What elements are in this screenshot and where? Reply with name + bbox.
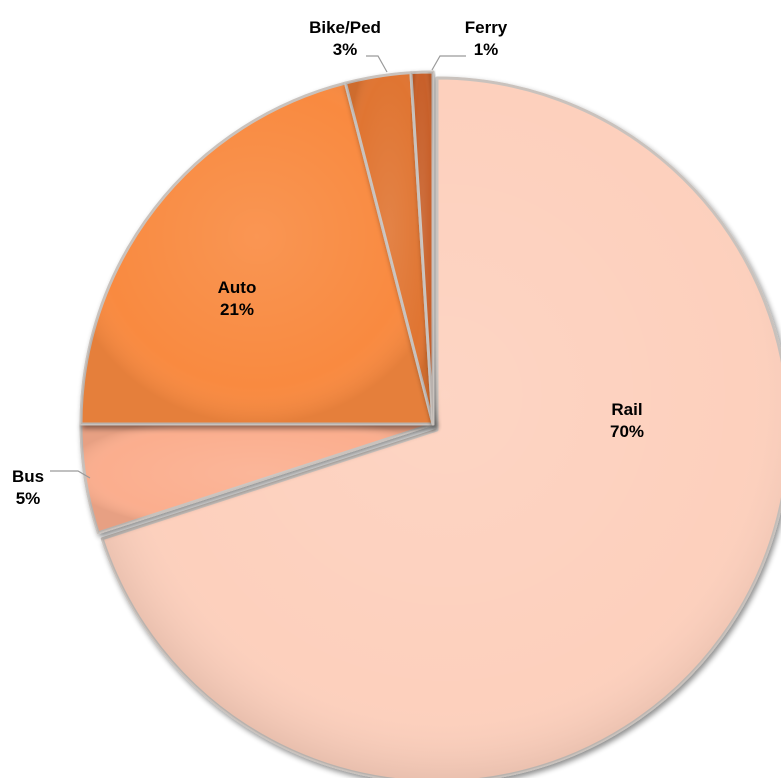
leader-lines (50, 55, 466, 479)
data-label-percent: 70% (610, 422, 644, 441)
data-label-percent: 5% (16, 489, 41, 508)
leader-line-ferry (431, 55, 466, 71)
data-labels: Rail 70% Bus 5% Auto 21% Bike/Ped 3% Ferry 1% (12, 18, 644, 508)
data-label-category: Ferry (465, 18, 508, 37)
data-label-bus: Bus 5% (12, 467, 44, 508)
data-label-ferry: Ferry 1% (465, 18, 508, 59)
data-label-percent: 3% (333, 40, 358, 59)
data-label-category: Auto (218, 278, 257, 297)
data-label-category: Bike/Ped (309, 18, 381, 37)
data-label-auto: Auto 21% (218, 278, 257, 319)
data-label-category: Rail (611, 400, 642, 419)
data-label-category: Bus (12, 467, 44, 486)
data-label-rail: Rail 70% (610, 400, 644, 441)
data-label-percent: 21% (220, 300, 254, 319)
data-label-percent: 1% (474, 40, 499, 59)
leader-line-bus (50, 470, 91, 479)
leader-line-bike-ped (366, 55, 388, 73)
slices-layer (79, 70, 781, 783)
data-label-bike-ped: Bike/Ped 3% (309, 18, 381, 59)
